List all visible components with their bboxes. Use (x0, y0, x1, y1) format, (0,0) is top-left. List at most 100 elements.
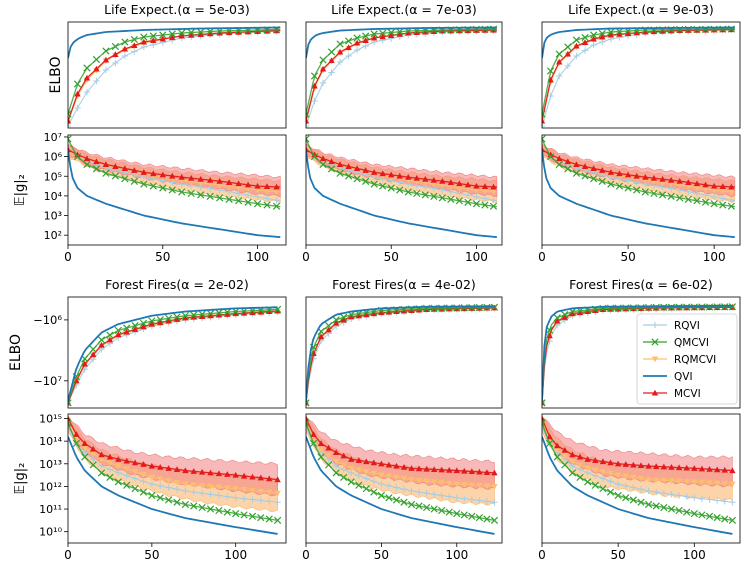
elbo-marker-QMCVI (542, 110, 546, 118)
elbo-marker-QMCVI (215, 309, 223, 317)
legend-label: RQVI (674, 320, 700, 332)
elbo-marker-RQVI (581, 47, 589, 54)
grad-marker-RQVI (355, 472, 362, 479)
subplot-title: Life Expect.(α = 9e-03) (568, 2, 714, 17)
elbo-marker-MCVI (400, 307, 408, 314)
grad-marker-MCVI (659, 175, 666, 182)
grad-marker-MCVI (328, 158, 335, 165)
elbo-marker-RQVI (353, 46, 361, 54)
grad-marker-RQVI (173, 486, 181, 493)
elbo-marker-MCVI (345, 44, 352, 51)
grad-line-QVI (306, 436, 495, 535)
xtick-label: 50 (144, 548, 159, 562)
elbo-marker-QMCVI (705, 303, 714, 311)
elbo-frame (541, 296, 741, 409)
grad-marker-RQVI (660, 490, 668, 497)
elbo-ylabel: ELBO (48, 56, 64, 93)
elbo-marker-MCVI (408, 307, 415, 314)
elbo-marker-MCVI (169, 34, 176, 41)
subplot-5: Forest Fires(α = 4e-02)050100time(s) (302, 277, 503, 567)
grad-marker-QMCVI (719, 201, 727, 209)
triangle-up-icon (651, 389, 659, 396)
elbo-marker-QMCVI (102, 47, 110, 55)
grad-marker-MCVI (340, 452, 347, 459)
grad-marker-QMCVI (97, 469, 106, 477)
elbo-marker-QMCVI (130, 35, 138, 44)
elbo-marker-MCVI (207, 312, 214, 319)
grad-marker-MCVI (157, 463, 164, 470)
elbo-marker-MCVI (405, 29, 412, 36)
grad-marker-QMCVI (225, 195, 233, 203)
grad-marker-RQVI (490, 196, 497, 204)
elbo-marker-QMCVI (546, 67, 555, 75)
grad-marker-RQVI (378, 480, 385, 488)
grad-marker-MCVI (257, 474, 265, 481)
grad-frame (541, 134, 741, 246)
grad-marker-RQVI (263, 195, 271, 202)
grad-marker-QMCVI (591, 481, 599, 489)
grad-marker-MCVI (564, 158, 572, 165)
elbo-marker-MCVI (332, 319, 340, 326)
grad-marker-RQVI (400, 486, 408, 493)
subplot-title: Forest Fires(α = 4e-02) (332, 277, 476, 292)
grad-marker-MCVI (630, 461, 637, 468)
grad-marker-RQMCVI (453, 481, 460, 488)
elbo-marker-QMCVI (139, 319, 148, 327)
grad-marker-QMCVI (658, 191, 667, 199)
grad-marker-MCVI (573, 161, 580, 168)
grad-marker-MCVI (273, 183, 280, 190)
grad-marker-MCVI (439, 177, 446, 184)
grad-marker-RQVI (691, 494, 698, 501)
elbo-marker-QMCVI (140, 33, 148, 41)
grad-marker-RQVI (729, 499, 736, 506)
elbo-marker-MCVI (159, 35, 166, 42)
xtick-label: 0 (302, 250, 310, 264)
elbo-panel (305, 21, 503, 129)
grad-line-QMCVI (68, 138, 281, 208)
grad-marker-QMCVI (413, 189, 421, 198)
xtick-label: 0 (64, 250, 72, 264)
grad-marker-RQVI (224, 493, 231, 500)
grad-marker-RQMCVI (637, 475, 645, 482)
grad-marker-QMCVI (156, 494, 164, 502)
grad-marker-RQMCVI (490, 189, 497, 195)
grad-marker-MCVI (274, 476, 281, 483)
grad-line-RQMCVI (306, 150, 497, 193)
grad-marker-QMCVI (240, 511, 248, 519)
grad-marker-QMCVI (102, 169, 110, 177)
grad-marker-QMCVI (344, 172, 353, 180)
grad-marker-QMCVI (379, 182, 387, 190)
grad-marker-QMCVI (216, 194, 224, 202)
triangle-down-icon (651, 356, 659, 363)
grad-marker-MCVI (405, 174, 412, 180)
elbo-marker-MCVI (363, 311, 370, 318)
elbo-plot-area (542, 25, 736, 128)
elbo-marker-QMCVI (336, 40, 344, 48)
elbo-marker-MCVI (115, 331, 122, 338)
elbo-marker-QMCVI (306, 399, 310, 407)
elbo-marker-QMCVI (97, 336, 106, 344)
grad-marker-MCVI (379, 170, 386, 177)
grad-marker-RQMCVI (157, 476, 164, 483)
elbo-marker-QMCVI (149, 32, 157, 40)
grad-marker-MCVI (224, 471, 231, 477)
grad-marker-MCVI (306, 415, 310, 422)
grad-marker-MCVI (206, 176, 214, 183)
grad-marker-MCVI (667, 176, 675, 183)
elbo-marker-QMCVI (181, 312, 190, 320)
grad-marker-MCVI (633, 172, 640, 179)
grad-marker-QMCVI (362, 485, 370, 493)
elbo-marker-QMCVI (178, 29, 186, 37)
elbo-plot-area (68, 305, 282, 407)
grad-marker-RQVI (115, 469, 122, 477)
grad-marker-MCVI (98, 451, 105, 458)
grad-marker-RQVI (123, 472, 130, 479)
grad-marker-MCVI (408, 465, 415, 471)
grad-marker-RQMCVI (131, 469, 139, 475)
grad-marker-RQMCVI (266, 489, 273, 496)
grad-frame (305, 413, 503, 544)
elbo-marker-MCVI (306, 117, 310, 124)
elbo-marker-MCVI (121, 45, 129, 52)
grad-marker-MCVI (235, 180, 242, 187)
elbo-marker-MCVI (561, 314, 569, 320)
